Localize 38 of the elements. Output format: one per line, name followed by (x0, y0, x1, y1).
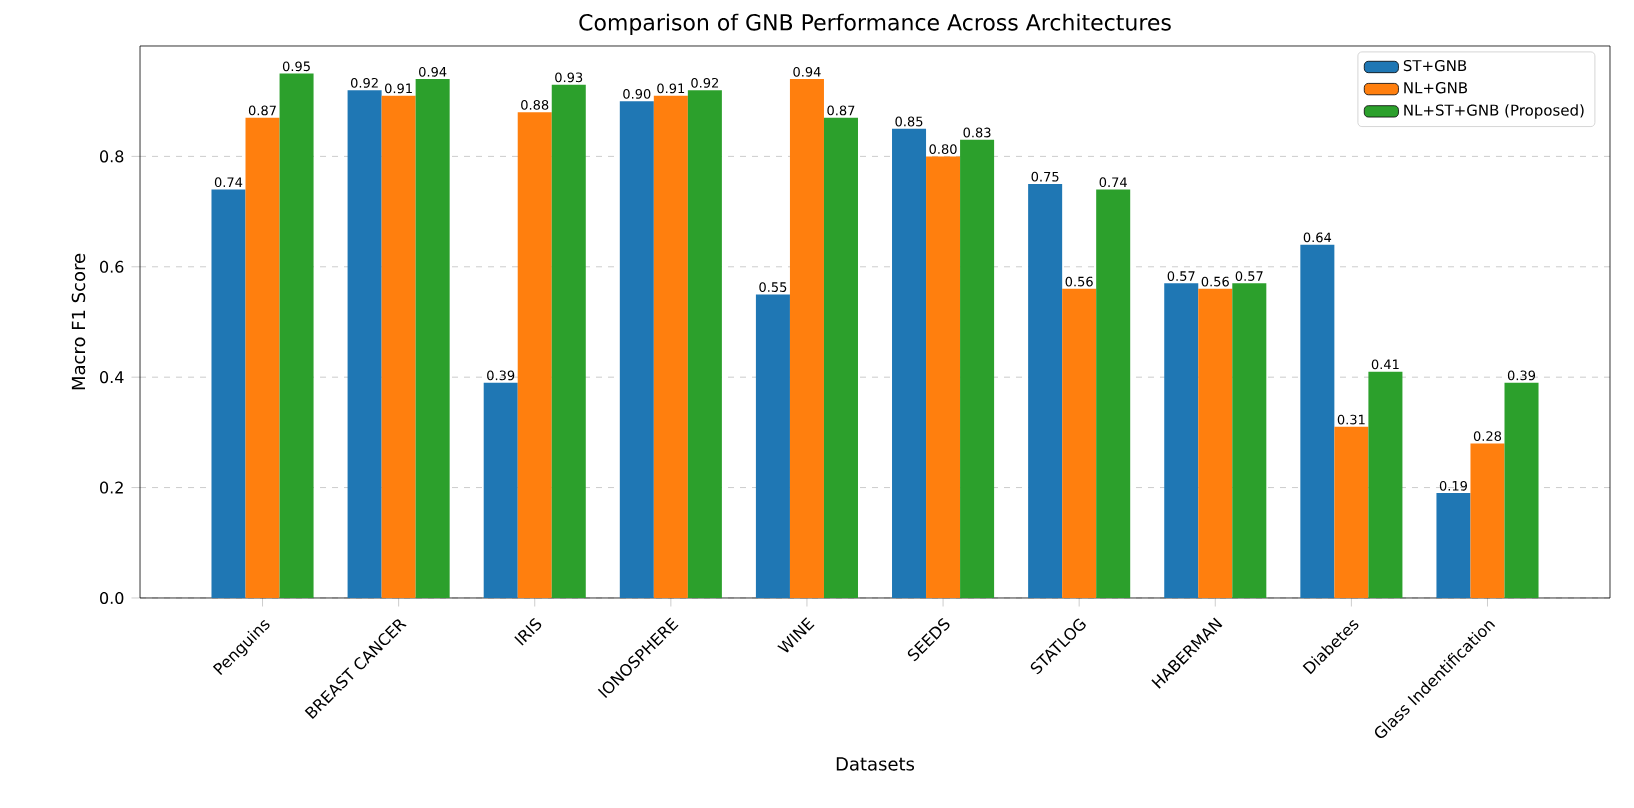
x-axis-title: Datasets (836, 757, 915, 771)
bar (1436, 493, 1471, 598)
bar (619, 101, 654, 598)
bar (960, 139, 995, 598)
bar (415, 79, 450, 598)
y-tick-label: 0.2 (100, 481, 123, 494)
bar (1028, 183, 1063, 598)
bar (381, 95, 416, 598)
bar (892, 128, 927, 598)
bar (1368, 371, 1403, 598)
bar (483, 382, 518, 598)
bar (1504, 382, 1539, 598)
bar (1096, 189, 1131, 598)
bar (789, 79, 824, 598)
bar (687, 90, 722, 598)
bar (926, 156, 961, 598)
y-tick-label: 0.6 (100, 260, 124, 273)
y-tick-label: 0.4 (100, 371, 124, 384)
bar (755, 294, 790, 598)
bar (245, 117, 280, 598)
bar (823, 117, 858, 598)
bar (1334, 426, 1369, 598)
y-tick-label: 0.0 (100, 591, 124, 605)
bar (211, 189, 246, 598)
chart-title: Comparison of GNB Performance Across Architectures (579, 13, 1171, 35)
y-axis-title: Macro F1 Score (71, 253, 86, 390)
y-tick-label: 0.8 (100, 150, 124, 163)
bar (1300, 244, 1335, 598)
bar (517, 112, 552, 598)
bar (653, 95, 688, 598)
bar (1198, 288, 1233, 598)
bar (1232, 283, 1267, 598)
bar (551, 84, 586, 598)
bar (1164, 283, 1199, 598)
bar (1062, 288, 1097, 598)
bar (347, 90, 382, 598)
bar (1470, 443, 1505, 598)
bar (279, 73, 314, 598)
